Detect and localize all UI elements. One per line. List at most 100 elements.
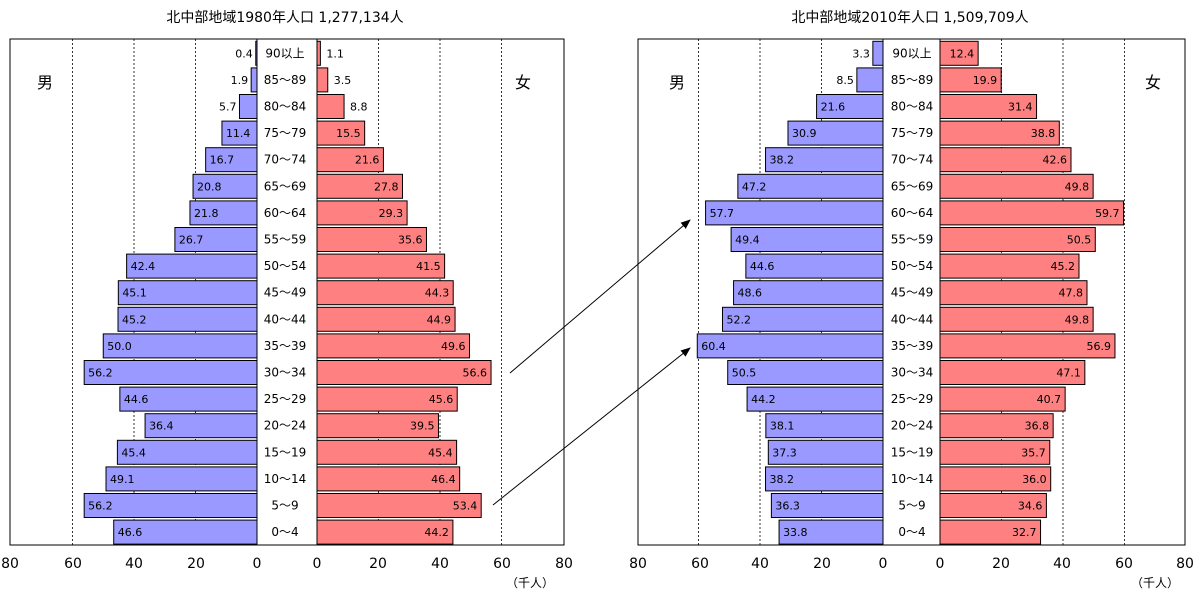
male-bar-10 xyxy=(721,306,884,332)
female-bar-17 xyxy=(939,493,1047,518)
age-group-label-12: 30～34 xyxy=(264,366,307,380)
female-value-label-3: 38.8 xyxy=(1031,127,1056,140)
x-tick-label-4: 0 xyxy=(253,556,262,572)
x-tick-label-9: 80 xyxy=(1176,556,1194,572)
male-bar-7 xyxy=(730,227,884,252)
female-value-label-18: 32.7 xyxy=(1012,526,1037,539)
male-value-label-3: 30.9 xyxy=(792,127,817,140)
unit-label: （千人） xyxy=(506,576,554,590)
age-group-label-16: 10～14 xyxy=(264,472,307,486)
female-bar-11 xyxy=(316,333,471,359)
female-bar-0 xyxy=(316,40,321,66)
male-bar-5 xyxy=(192,173,258,199)
age-group-label-3: 75～79 xyxy=(264,126,307,140)
age-group-label-10: 40～44 xyxy=(264,312,307,326)
age-group-label-4: 70～74 xyxy=(264,153,307,167)
male-value-label-4: 38.2 xyxy=(770,154,795,167)
female-bar-18 xyxy=(316,519,454,545)
male-bar-11 xyxy=(696,333,884,359)
age-group-label-11: 35～39 xyxy=(264,339,307,353)
female-value-label-5: 27.8 xyxy=(374,180,399,193)
female-bar-16 xyxy=(939,466,1052,492)
age-group-label-13: 25～29 xyxy=(891,392,934,406)
age-group-label-2: 80～84 xyxy=(891,100,934,114)
female-bar-1 xyxy=(316,67,329,93)
male-bar-2 xyxy=(238,94,258,119)
x-tick-label-5: 0 xyxy=(936,556,945,572)
age-group-label-1: 85～89 xyxy=(891,73,934,87)
male-value-label-13: 44.2 xyxy=(751,393,776,406)
age-group-label-9: 45～49 xyxy=(891,286,934,300)
female-value-label-10: 49.8 xyxy=(1065,313,1090,326)
female-value-label-9: 44.3 xyxy=(425,287,450,300)
female-bar-15 xyxy=(939,439,1051,465)
male-value-label-2: 21.6 xyxy=(821,101,846,114)
female-bar-2 xyxy=(316,94,345,119)
age-group-label-8: 50～54 xyxy=(891,259,934,273)
age-group-label-10: 40～44 xyxy=(891,312,934,326)
male-bar-8 xyxy=(745,253,884,279)
female-bar-10 xyxy=(939,306,1094,332)
age-group-label-3: 75～79 xyxy=(891,126,934,140)
x-tick-label-7: 40 xyxy=(431,556,449,572)
female-bar-8 xyxy=(939,253,1080,279)
female-value-label-12: 47.1 xyxy=(1056,367,1081,380)
male-bar-14 xyxy=(765,413,884,439)
female-value-label-4: 42.6 xyxy=(1042,154,1067,167)
female-bar-8 xyxy=(316,253,446,279)
female-bar-6 xyxy=(316,200,408,226)
unit-label: （千人） xyxy=(1131,576,1179,590)
male-value-label-8: 42.4 xyxy=(131,260,156,273)
x-tick-label-9: 80 xyxy=(555,556,573,572)
female-value-label-18: 44.2 xyxy=(424,526,449,539)
x-tick-label-5: 0 xyxy=(313,556,322,572)
age-group-label-5: 65～69 xyxy=(891,179,934,193)
age-group-label-14: 20～24 xyxy=(264,419,307,433)
female-bar-9 xyxy=(939,280,1088,306)
age-group-label-4: 70～74 xyxy=(891,153,934,167)
male-value-label-14: 38.1 xyxy=(770,420,795,433)
female-value-label-16: 46.4 xyxy=(431,473,456,486)
age-group-label-12: 30～34 xyxy=(891,366,934,380)
male-value-label-12: 50.5 xyxy=(732,367,757,380)
female-value-label-11: 56.9 xyxy=(1086,340,1111,353)
age-group-label-2: 80～84 xyxy=(264,100,307,114)
male-bar-15 xyxy=(116,439,258,465)
female-bar-3 xyxy=(939,120,1060,146)
female-value-label-7: 50.5 xyxy=(1067,234,1092,247)
female-value-label-17: 53.4 xyxy=(453,500,478,513)
x-tick-label-8: 60 xyxy=(493,556,511,572)
male-bar-5 xyxy=(737,173,884,199)
female-value-label-15: 45.4 xyxy=(428,446,453,459)
male-bar-13 xyxy=(746,386,884,412)
female-bar-10 xyxy=(316,306,456,332)
x-tick-label-2: 40 xyxy=(125,556,143,572)
female-value-label-9: 47.8 xyxy=(1058,287,1083,300)
female-value-label-2: 8.8 xyxy=(350,101,368,114)
female-side-label: 女 xyxy=(515,73,531,92)
female-bar-6 xyxy=(939,200,1125,226)
female-value-label-1: 3.5 xyxy=(334,74,352,87)
male-value-label-9: 45.1 xyxy=(122,287,147,300)
male-bar-6 xyxy=(705,200,884,226)
male-bar-4 xyxy=(205,147,258,173)
x-tick-label-1: 60 xyxy=(691,556,709,572)
female-bar-3 xyxy=(316,120,366,146)
male-side-label: 男 xyxy=(37,73,53,92)
female-bar-18 xyxy=(939,519,1042,545)
male-value-label-6: 21.8 xyxy=(194,207,219,220)
x-tick-label-6: 20 xyxy=(369,556,387,572)
female-value-label-8: 45.2 xyxy=(1050,260,1075,273)
x-tick-label-3: 20 xyxy=(813,556,831,572)
male-bar-0 xyxy=(255,40,258,66)
male-value-label-15: 37.3 xyxy=(772,446,797,459)
male-bar-16 xyxy=(765,466,884,492)
male-value-label-7: 49.4 xyxy=(735,234,760,247)
male-value-label-4: 16.7 xyxy=(210,154,235,167)
female-value-label-14: 39.5 xyxy=(410,420,435,433)
male-value-label-9: 48.6 xyxy=(738,287,763,300)
female-bar-5 xyxy=(316,173,403,199)
male-value-label-7: 26.7 xyxy=(179,234,204,247)
